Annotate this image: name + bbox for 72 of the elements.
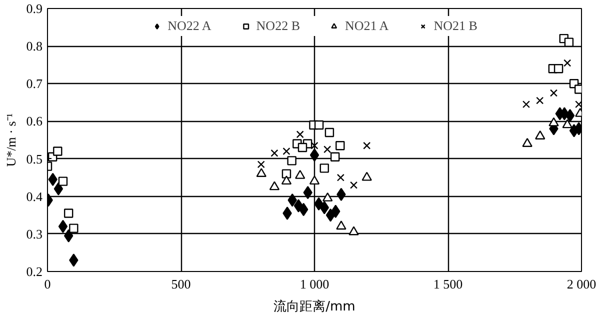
point — [282, 169, 292, 178]
point — [298, 202, 308, 216]
point — [282, 206, 292, 220]
point — [564, 59, 572, 67]
point — [554, 64, 564, 74]
legend-label: NO21 A — [345, 18, 389, 34]
legend-label: NO21 B — [434, 18, 478, 34]
point — [362, 172, 372, 181]
legend-label: NO22 B — [256, 18, 300, 34]
point — [298, 142, 308, 152]
point — [336, 220, 346, 230]
x-tick-label: 1 000 — [300, 276, 330, 292]
point — [309, 176, 320, 185]
point — [270, 149, 278, 157]
point — [550, 89, 558, 97]
y-tick-label: 0.8 — [26, 38, 42, 54]
y-tick-label: 0.5 — [26, 151, 42, 166]
point — [350, 181, 358, 189]
y-tick-label: 0.3 — [26, 226, 42, 242]
point — [562, 119, 572, 128]
x-tick-label: 0 — [44, 276, 51, 292]
point — [324, 146, 332, 154]
point — [310, 142, 318, 150]
x-tick-label: 500 — [171, 276, 191, 292]
y-tick-label: 0.9 — [26, 1, 42, 16]
point — [575, 100, 582, 108]
point — [348, 226, 359, 236]
point — [281, 176, 292, 185]
point — [535, 130, 546, 140]
y-tick-label: 0.4 — [26, 188, 43, 204]
point — [269, 181, 280, 190]
point — [257, 160, 265, 168]
point — [53, 146, 62, 156]
point — [303, 186, 312, 200]
point — [314, 120, 324, 130]
point — [69, 254, 78, 267]
point — [320, 164, 329, 173]
point — [336, 141, 345, 150]
point — [287, 156, 296, 166]
y-tick-label: 0.2 — [26, 264, 42, 279]
x-axis-title: 流向距离/mm — [274, 298, 356, 314]
point — [58, 220, 68, 234]
point — [282, 147, 290, 156]
point — [64, 229, 74, 242]
point — [336, 174, 344, 182]
point — [565, 108, 575, 122]
point — [58, 176, 68, 186]
point — [320, 201, 329, 214]
point — [363, 142, 371, 150]
point — [522, 138, 532, 147]
point — [310, 148, 320, 162]
x-tick-label: 2 000 — [566, 276, 596, 292]
point — [64, 208, 74, 218]
point — [322, 192, 333, 202]
point — [296, 130, 304, 138]
x-tick-label: 1 500 — [433, 276, 463, 292]
point — [564, 38, 574, 47]
y-tick-label: 0.6 — [26, 114, 43, 129]
point — [548, 117, 559, 126]
legend-label: NO22 A — [168, 18, 212, 34]
point — [288, 194, 297, 207]
point — [330, 152, 340, 162]
point — [256, 168, 266, 178]
point — [324, 128, 334, 138]
point — [330, 204, 340, 218]
y-axis-title: U*/m · s⁻¹ — [3, 113, 18, 167]
point — [54, 182, 64, 196]
point — [294, 170, 306, 179]
point — [69, 224, 78, 233]
point — [522, 100, 530, 108]
point — [536, 96, 544, 104]
y-tick-label: 0.7 — [26, 76, 43, 92]
